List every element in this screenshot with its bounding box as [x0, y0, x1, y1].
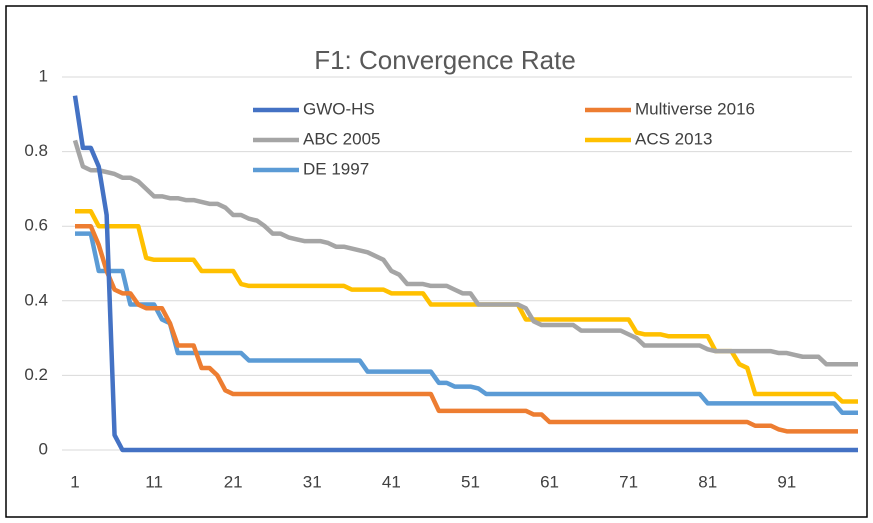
- x-tick-label: 51: [461, 472, 480, 491]
- series-line: [75, 231, 858, 415]
- series-line: [75, 223, 858, 434]
- y-tick-label: 0.6: [24, 216, 48, 235]
- x-tick-label: 71: [619, 472, 638, 491]
- series-line: [72, 95, 858, 453]
- y-tick-label: 0.8: [24, 141, 48, 160]
- y-tick-label: 1: [39, 66, 48, 85]
- x-tick-label: 61: [540, 472, 559, 491]
- legend-label: GWO-HS: [303, 99, 375, 118]
- legend-label: Multiverse 2016: [635, 99, 755, 118]
- x-tick-label: 11: [145, 472, 163, 491]
- x-tick-label: 41: [382, 472, 401, 491]
- y-tick-label: 0: [39, 439, 48, 458]
- series-line: [72, 139, 858, 367]
- x-tick-label: 1: [70, 472, 79, 491]
- chart-title: F1: Convergence Rate: [314, 45, 576, 75]
- chart-border: [5, 5, 868, 518]
- legend-label: DE 1997: [303, 159, 369, 178]
- x-tick-label: 91: [777, 472, 796, 491]
- x-tick-label: 31: [303, 472, 322, 491]
- x-tick-label: 21: [224, 472, 243, 491]
- x-tick-label: 81: [698, 472, 717, 491]
- legend-label: ABC 2005: [303, 129, 381, 148]
- legend-label: ACS 2013: [635, 129, 713, 148]
- y-tick-label: 0.2: [24, 365, 48, 384]
- y-tick-label: 0.4: [24, 290, 48, 309]
